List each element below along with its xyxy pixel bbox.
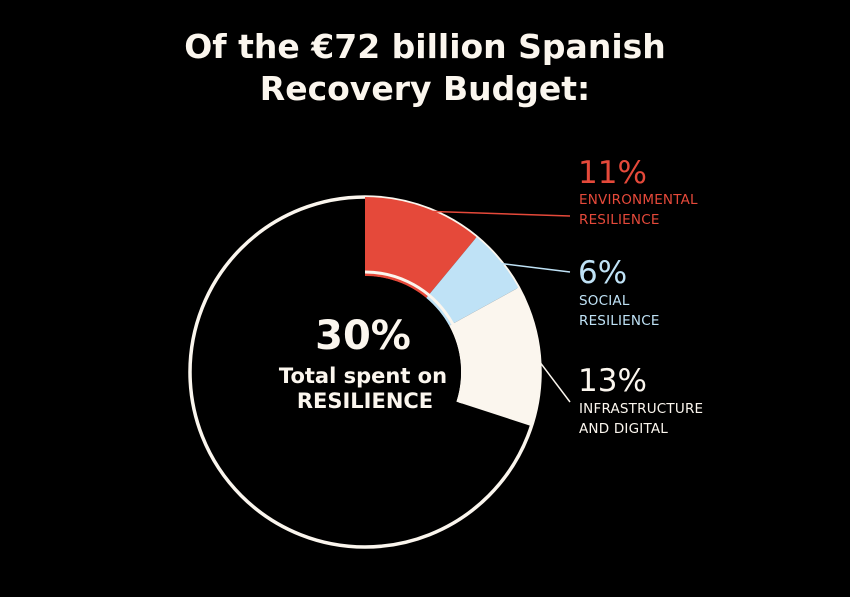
leader-line-social [496, 262, 571, 273]
legend-social-label-1: SOCIAL [579, 293, 630, 309]
slice-environmental [365, 197, 477, 299]
slice-group [365, 197, 540, 427]
inner-hole [269, 276, 461, 468]
leader-line-infrastructure [534, 355, 571, 403]
legend-infrastructure-label-2: AND DIGITAL [579, 421, 668, 437]
legend-infrastructure-label-1: INFRASTRUCTURE [579, 401, 704, 417]
title-line-2: Recovery Budget: [259, 69, 591, 108]
center-label-line-1: Total spent on [279, 364, 447, 388]
title-line-1: Of the €72 billion Spanish [184, 27, 666, 66]
inner-progress-arc [364, 270, 467, 404]
leader-line-environmental [422, 210, 571, 217]
legend-environmental-pct: 11% [578, 155, 647, 191]
legend-social-pct: 6% [578, 255, 628, 291]
leader-lines [422, 210, 571, 403]
legend-social-label-2: RESILIENCE [579, 313, 660, 329]
center-label-line-2: RESILIENCE [297, 389, 433, 413]
legend-environmental-label-1: ENVIRONMENTAL [579, 192, 698, 208]
slice-social [426, 237, 519, 326]
slice-infrastructure [449, 287, 540, 427]
legend-environmental-label-2: RESILIENCE [579, 212, 660, 228]
center-value: 30% [315, 313, 411, 359]
chart-title: Of the €72 billion Spanish Recovery Budg… [0, 26, 850, 110]
legend-infrastructure-pct: 13% [578, 363, 647, 399]
